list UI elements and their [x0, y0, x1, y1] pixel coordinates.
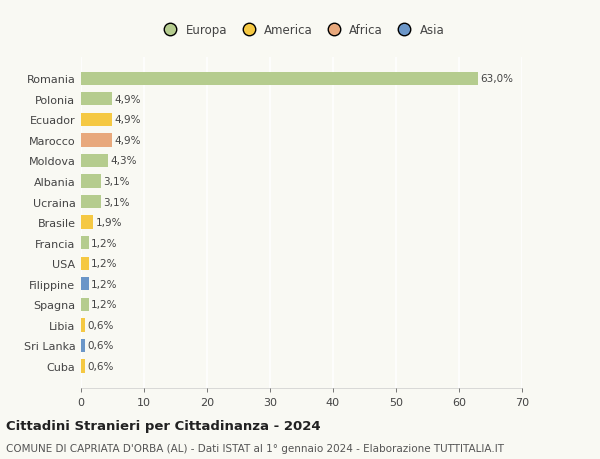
- Bar: [81, 278, 89, 291]
- Text: 4,9%: 4,9%: [115, 135, 141, 146]
- Legend: Europa, America, Africa, Asia: Europa, America, Africa, Asia: [158, 23, 445, 37]
- Text: 1,9%: 1,9%: [95, 218, 122, 228]
- Bar: [81, 298, 89, 311]
- Text: 1,2%: 1,2%: [91, 279, 118, 289]
- Bar: [81, 257, 89, 270]
- Text: 63,0%: 63,0%: [481, 74, 514, 84]
- Bar: [81, 339, 85, 353]
- Bar: [81, 93, 112, 106]
- Text: 3,1%: 3,1%: [103, 197, 130, 207]
- Bar: [81, 134, 112, 147]
- Text: 4,3%: 4,3%: [110, 156, 137, 166]
- Bar: [81, 196, 101, 209]
- Bar: [81, 113, 112, 127]
- Text: COMUNE DI CAPRIATA D'ORBA (AL) - Dati ISTAT al 1° gennaio 2024 - Elaborazione TU: COMUNE DI CAPRIATA D'ORBA (AL) - Dati IS…: [6, 443, 504, 453]
- Text: 1,2%: 1,2%: [91, 238, 118, 248]
- Bar: [81, 154, 108, 168]
- Text: 1,2%: 1,2%: [91, 300, 118, 310]
- Text: 0,6%: 0,6%: [88, 341, 113, 351]
- Bar: [81, 236, 89, 250]
- Text: 0,6%: 0,6%: [88, 320, 113, 330]
- Text: 3,1%: 3,1%: [103, 177, 130, 187]
- Text: 4,9%: 4,9%: [115, 115, 141, 125]
- Bar: [81, 319, 85, 332]
- Text: 0,6%: 0,6%: [88, 361, 113, 371]
- Bar: [81, 216, 93, 230]
- Text: Cittadini Stranieri per Cittadinanza - 2024: Cittadini Stranieri per Cittadinanza - 2…: [6, 419, 320, 432]
- Bar: [81, 359, 85, 373]
- Bar: [81, 175, 101, 188]
- Bar: [81, 73, 478, 86]
- Text: 1,2%: 1,2%: [91, 258, 118, 269]
- Text: 4,9%: 4,9%: [115, 95, 141, 105]
